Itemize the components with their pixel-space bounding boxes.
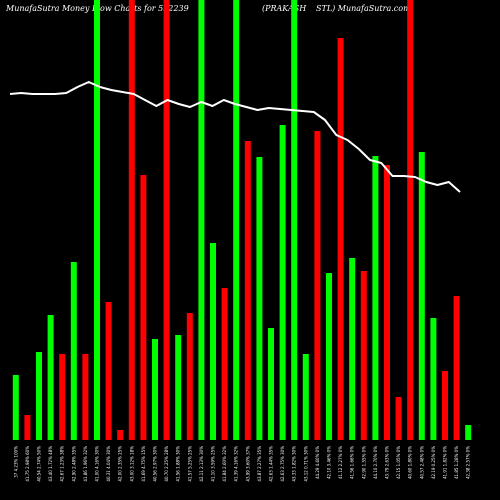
money-flow-bar: [395, 397, 402, 440]
money-flow-bar: [384, 165, 390, 440]
money-flow-bar: [349, 258, 356, 440]
money-flow-bar: [128, 0, 135, 440]
money-flow-bar: [94, 0, 100, 440]
money-flow-bar: [198, 0, 205, 440]
money-flow-bar: [82, 354, 89, 440]
money-flow-bar: [70, 262, 77, 440]
x-tick-label: 42.11 2.13% 30%: [199, 446, 204, 482]
x-tick-label: 42.38 2.57% 0%: [466, 446, 471, 479]
money-flow-bar: [59, 354, 66, 440]
money-flow-bar: [430, 318, 437, 440]
x-tick-label: 42.63 1.44% 35%: [269, 446, 274, 482]
money-flow-bar: [186, 313, 193, 440]
money-flow-bar: [210, 243, 216, 440]
x-tick-label: 43.79 2.63% 0%: [385, 446, 390, 479]
money-flow-bar: [407, 0, 414, 440]
money-flow-bar: [337, 38, 344, 440]
money-flow-bar: [268, 328, 274, 440]
x-tick-label: 43.00 3.12% 18%: [129, 446, 134, 482]
money-flow-bar: [256, 157, 263, 440]
x-tick-label: 43.40 1.72% 48%: [48, 446, 53, 482]
money-flow-bar: [140, 175, 147, 440]
money-flow-bar: [47, 315, 54, 440]
money-flow-bar: [12, 375, 19, 440]
x-tick-label: 41.85 1.28% 0%: [454, 446, 459, 479]
chart-title-center: (PRAKASH: [262, 4, 307, 13]
money-flow-bar: [105, 302, 112, 440]
x-tick-label: 41.84 2.60% 32%: [222, 446, 227, 482]
x-tick-label: 40.70 2.25% 28%: [164, 446, 169, 482]
x-tick-label: 43.87 2.27% 35%: [257, 446, 262, 482]
x-tick-label: 44.10 2.70% 0%: [373, 446, 378, 479]
x-tick-label: 40.31 4.04% 30%: [106, 446, 111, 482]
money-flow-bar: [175, 335, 182, 440]
money-flow-bar: [24, 415, 31, 440]
x-tick-label: 41.57 5.25% 25%: [187, 446, 192, 482]
x-tick-label: 41.39 4.16% 32%: [234, 446, 239, 482]
x-tick-label: 37 4.23% 100%: [13, 446, 18, 478]
x-tick-label: 42.00 2.35% 25%: [118, 446, 123, 482]
money-flow-bar: [244, 141, 251, 440]
bars-layer: [12, 0, 472, 440]
money-flow-bar: [360, 271, 367, 440]
x-tick-label: 43.33 1.82% 30%: [292, 446, 297, 482]
x-tick-label: 40.60 1.80% 0%: [408, 446, 413, 479]
money-flow-bar: [453, 296, 460, 440]
money-flow-bar: [372, 156, 379, 440]
x-tick-label: 41.56 1.66% 0%: [350, 446, 355, 479]
x-tick-label: 41.10 3.59% 25%: [211, 446, 216, 482]
x-tick-label: 40.57 2.48% 0%: [419, 446, 424, 479]
money-flow-bar: [152, 339, 158, 440]
x-tick-label: 41.75 2.98% 60%: [25, 446, 30, 482]
money-flow-bar: [117, 430, 124, 440]
money-flow-bar: [163, 0, 170, 440]
x-tick-label: 40.56 2.97% 30%: [153, 446, 158, 482]
x-tick-label: 41.00 4.16% 30%: [95, 446, 100, 482]
chart-title-right: STL) MunafaSutra.com: [316, 4, 411, 13]
x-tick-label: 42.19 0.25% 0%: [431, 446, 436, 479]
money-flow-bar: [279, 125, 286, 440]
x-tick-label: 40.54 2.74% 50%: [37, 446, 42, 482]
money-flow-bar: [442, 371, 448, 440]
x-tick-label: 41.86 1.96% 32%: [83, 446, 88, 482]
x-tick-label: 42.15 1.05% 0%: [396, 446, 401, 479]
money-flow-bar: [314, 131, 321, 440]
x-tick-label: 41.69 4.75% 15%: [141, 446, 146, 482]
x-tick-label: 44.29 4.60% 0%: [315, 446, 320, 479]
money-flow-bar: [36, 352, 42, 440]
money-flow-bar: [465, 425, 472, 440]
money-flow-line: [9, 81, 461, 193]
x-tick-label: 41.12 2.27% 0%: [338, 446, 343, 479]
money-flow-bar: [326, 273, 332, 440]
x-tick-label: 42.90 1.55% 0%: [361, 446, 366, 479]
money-flow-bar: [291, 0, 298, 440]
money-flow-bar: [233, 0, 240, 440]
money-flow-bar: [221, 288, 228, 440]
tick-labels-layer: 37 4.23% 100% 41.75 2.98% 60% 40.54 2.74% …: [13, 446, 470, 482]
x-tick-label: 42.90 2.48% 35%: [71, 446, 76, 482]
x-tick-label: 42.67 1.23% 38%: [60, 446, 65, 482]
x-tick-label: 43.99 3.60% 37%: [245, 446, 250, 482]
x-tick-label: 42.10 3.46% 0%: [327, 446, 332, 479]
x-tick-label: 43.12 0.71% 30%: [303, 446, 308, 482]
x-tick-label: 41.91 1.82% 0%: [443, 446, 448, 479]
money-flow-bar: [302, 354, 309, 440]
x-tick-label: 41.56 1.88% 30%: [176, 446, 181, 482]
x-tick-label: 42.63 2.75% 30%: [280, 446, 285, 482]
money-flow-bar: [418, 152, 425, 440]
